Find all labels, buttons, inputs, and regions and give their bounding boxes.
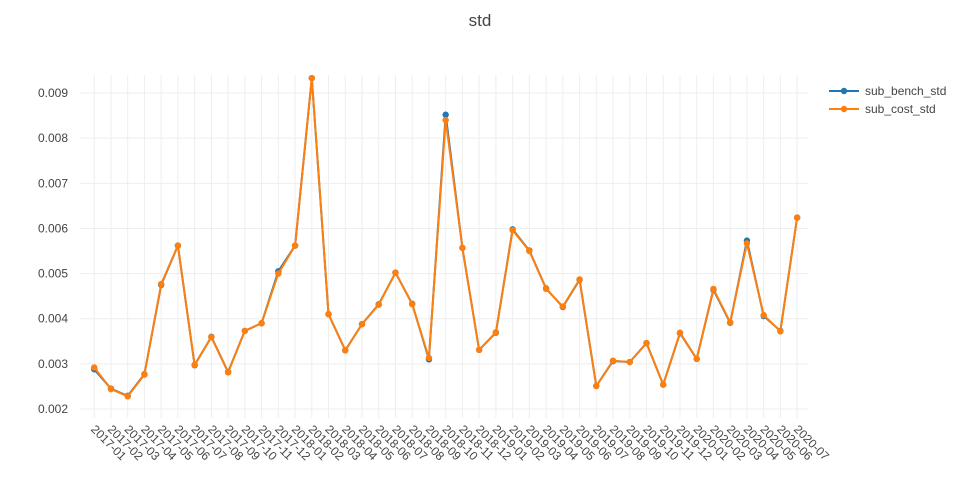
y-tick-label: 0.008	[38, 131, 68, 145]
data-point[interactable]	[542, 285, 550, 293]
y-tick-label: 0.004	[38, 312, 68, 326]
data-point[interactable]	[793, 214, 801, 221]
legend-label: sub_bench_std	[865, 84, 946, 98]
data-point[interactable]	[124, 393, 131, 400]
data-point[interactable]	[492, 329, 500, 336]
y-tick-label: 0.003	[38, 357, 68, 371]
data-point[interactable]	[459, 244, 466, 252]
data-point[interactable]	[442, 116, 449, 124]
grid	[80, 75, 808, 418]
data-point[interactable]	[760, 311, 767, 319]
data-point[interactable]	[777, 328, 784, 335]
legend-swatch-marker	[840, 105, 848, 113]
data-point[interactable]	[693, 355, 700, 363]
data-point[interactable]	[559, 303, 567, 310]
data-point[interactable]	[475, 346, 483, 354]
data-point[interactable]	[626, 358, 633, 366]
data-point[interactable]	[526, 247, 533, 255]
data-point[interactable]	[409, 301, 416, 308]
y-axis: 0.002 0.003 0.004 0.005 0.006 0.007 0.008 0.009	[38, 86, 68, 416]
data-point[interactable]	[609, 357, 617, 364]
data-point[interactable]	[208, 334, 215, 341]
data-point[interactable]	[660, 381, 667, 388]
data-point[interactable]	[275, 270, 282, 277]
data-point[interactable]	[224, 369, 232, 376]
legend-item-sub_cost_std[interactable]: sub_cost_std	[829, 102, 936, 116]
data-point[interactable]	[241, 327, 249, 335]
series-group	[91, 74, 801, 400]
data-point[interactable]	[375, 301, 382, 308]
data-point[interactable]	[174, 242, 182, 249]
y-tick-label: 0.009	[38, 86, 68, 100]
y-tick-label: 0.006	[38, 221, 68, 235]
data-point[interactable]	[593, 382, 600, 390]
data-point[interactable]	[425, 354, 433, 362]
x-axis: 2017-012017-022017-032017-042017-052017-…	[88, 422, 832, 463]
data-point[interactable]	[258, 320, 265, 327]
data-point[interactable]	[191, 361, 198, 368]
data-point[interactable]	[643, 339, 650, 347]
data-point[interactable]	[325, 310, 332, 318]
data-point[interactable]	[442, 111, 449, 118]
data-point[interactable]	[342, 347, 349, 354]
data-point[interactable]	[91, 364, 98, 371]
legend-label: sub_cost_std	[865, 102, 936, 116]
data-point[interactable]	[676, 329, 684, 336]
data-point[interactable]	[743, 240, 751, 247]
data-point[interactable]	[141, 371, 148, 378]
data-point[interactable]	[308, 74, 315, 82]
data-point[interactable]	[392, 269, 399, 276]
data-point[interactable]	[726, 319, 734, 326]
legend-item-sub_bench_std[interactable]: sub_bench_std	[829, 84, 946, 98]
chart-title: std	[469, 11, 492, 30]
series-sub_cost_std	[91, 74, 801, 400]
legend[interactable]: sub_bench_std sub_cost_std	[829, 84, 946, 116]
data-point[interactable]	[710, 285, 717, 293]
y-tick-label: 0.007	[38, 176, 68, 190]
y-tick-label: 0.005	[38, 267, 68, 281]
data-point[interactable]	[291, 242, 299, 249]
data-point[interactable]	[157, 280, 165, 288]
data-point[interactable]	[107, 385, 115, 393]
data-point[interactable]	[509, 227, 516, 234]
legend-swatch-marker	[840, 87, 848, 95]
y-tick-label: 0.002	[38, 402, 68, 416]
data-point[interactable]	[358, 320, 366, 328]
data-point[interactable]	[576, 276, 583, 283]
